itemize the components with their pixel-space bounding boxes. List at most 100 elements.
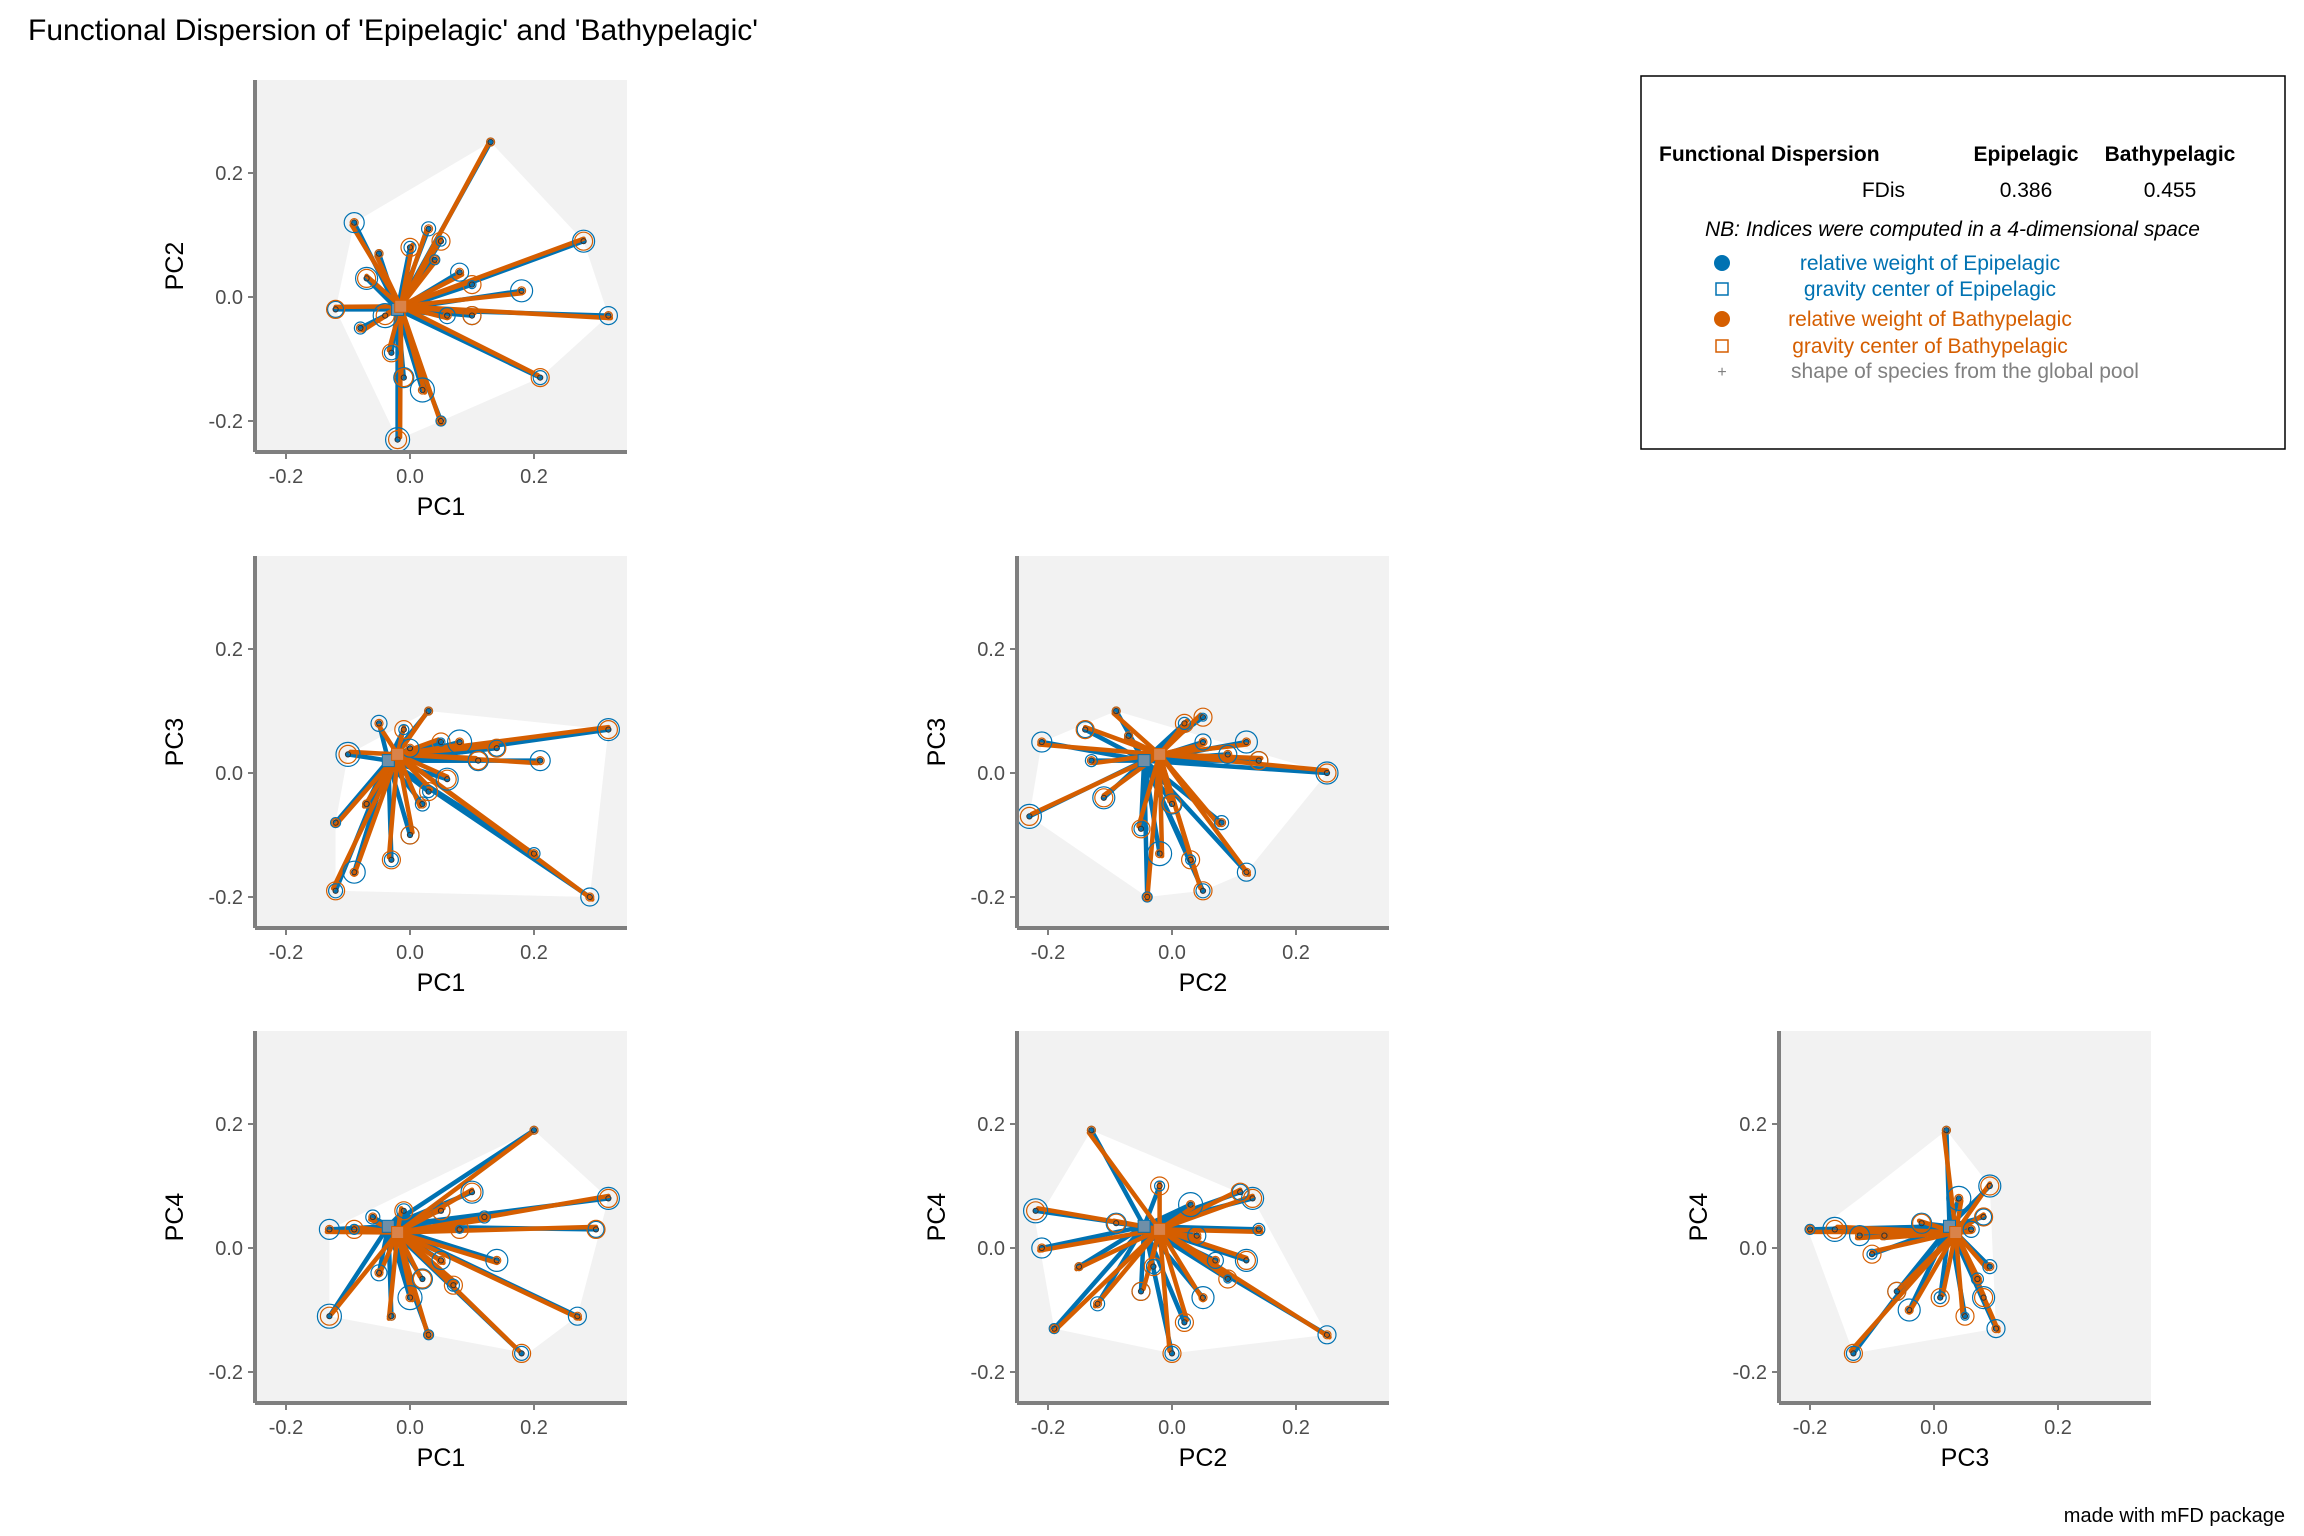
species-point (1237, 1189, 1244, 1196)
bathypelagic-weight-ring (431, 1201, 451, 1221)
epipelagic-link (1141, 1183, 1162, 1229)
epipelagic-weight-ring (1206, 1251, 1225, 1270)
epipelagic-weight-ring (355, 266, 379, 290)
epipelagic-weight-ring (1177, 1315, 1192, 1330)
bathypelagic-weight-ring (1991, 1323, 2001, 1334)
legend-item: gravity center of Epipelagic (1715, 278, 2056, 301)
legend-item: relative weight of Epipelagic (1714, 252, 2060, 275)
bathypelagic-weight-ring (1198, 737, 1208, 747)
species-point (326, 1313, 333, 1320)
species-point (1224, 1275, 1231, 1283)
epipelagic-weight-ring (436, 737, 446, 747)
epipelagic-weight-ring (1982, 1258, 1998, 1275)
epipelagic-weight-ring (411, 1268, 433, 1290)
epipelagic-weight-ring (455, 1224, 465, 1235)
species-point (1856, 1232, 1863, 1239)
species-point (1224, 751, 1231, 758)
epipelagic-weight-ring (435, 767, 459, 791)
bathypelagic-link (1157, 752, 1172, 804)
bathypelagic-weight-ring (417, 799, 427, 809)
bathypelagic-weight-ring (326, 881, 346, 901)
bathypelagic-gravity-center (394, 299, 408, 313)
species-point (1881, 1232, 1888, 1239)
species-point (1980, 1294, 1987, 1301)
bathypelagic-link (398, 260, 438, 309)
bathypelagic-link (398, 304, 404, 378)
bathypelagic-weight-ring (436, 416, 446, 426)
bathypelagic-weight-ring (1075, 719, 1095, 740)
bathypelagic-weight-ring (431, 231, 451, 251)
bathypelagic-weight-ring (1230, 1182, 1250, 1202)
species-point (375, 1269, 383, 1276)
legend-value-bathypelagic: 0.455 (2144, 179, 2197, 202)
epipelagic-weight-ring (1317, 1325, 1337, 1345)
species-point (1051, 1325, 1058, 1332)
species-point (1137, 1288, 1145, 1295)
epipelagic-weight-ring (1141, 891, 1153, 903)
epipelagic-weight-ring (1897, 1298, 1921, 1322)
bathypelagic-link (351, 752, 400, 877)
epipelagic-weight-ring (596, 717, 621, 742)
bathypelagic-weight-ring (412, 1269, 432, 1289)
y-tick-label: 0.0 (977, 1238, 1005, 1260)
bathypelagic-weight-ring (362, 799, 372, 809)
epipelagic-weight-ring (348, 1223, 360, 1236)
bathypelagic-weight-ring (331, 817, 341, 828)
species-point (1113, 707, 1120, 715)
bathypelagic-gravity-center (1949, 1226, 1963, 1239)
epipelagic-weight-ring (1195, 883, 1211, 899)
bathypelagic-weight-ring (1322, 1330, 1332, 1340)
epipelagic-weight-ring (335, 741, 361, 768)
species-point (1144, 893, 1151, 901)
species-point (1943, 1127, 1950, 1134)
bathypelagic-weight-ring (1985, 1261, 1995, 1272)
bathypelagic-link (348, 749, 400, 757)
panel-pc2-pc4: -0.2 -0.2 0.0 0.0 0.2 0.2 PC2 PC4 (923, 1031, 1389, 1472)
species-point (425, 1331, 432, 1338)
x-tick-label: 0.2 (520, 466, 548, 488)
bathypelagic-weight-ring (529, 848, 539, 859)
epipelagic-weight-ring (532, 370, 548, 386)
species-point (419, 1275, 426, 1283)
bathypelagic-weight-ring (1954, 1193, 1964, 1204)
bathypelagic-weight-ring (1142, 892, 1152, 902)
panel-pc1-pc4: -0.2 -0.2 0.0 0.0 0.2 0.2 PC1 PC4 (161, 1031, 627, 1472)
bathypelagic-link (1157, 1227, 1190, 1323)
epipelagic-weight-ring (422, 784, 436, 799)
bathypelagic-link (1953, 1181, 1993, 1235)
bathypelagic-weight-ring (1236, 1250, 1257, 1271)
epipelagic-weight-ring (1240, 1186, 1265, 1211)
species-point (481, 1213, 488, 1221)
bathypelagic-link (395, 752, 423, 809)
species-point (487, 138, 494, 146)
bathypelagic-weight-ring (1317, 763, 1337, 783)
x-axis-title: PC3 (1941, 1444, 1990, 1472)
species-point (1181, 720, 1188, 727)
species-point (357, 324, 364, 332)
bathypelagic-link (1037, 742, 1162, 757)
species-point (605, 1195, 612, 1202)
epipelagic-weight-ring (1194, 733, 1212, 751)
species-point (400, 374, 407, 381)
species-point (1243, 1257, 1250, 1264)
epipelagic-link (1906, 1224, 1952, 1313)
bathypelagic-link (395, 1230, 583, 1321)
bathypelagic-weight-ring (1025, 1201, 1046, 1221)
epipelagic-weight-ring (1218, 744, 1238, 765)
epipelagic-weight-ring (467, 280, 477, 290)
bathypelagic-link (333, 304, 403, 310)
y-axis-title: PC4 (923, 1193, 951, 1242)
bathypelagic-weight-ring (368, 1212, 378, 1222)
epipelagic-weight-ring (414, 796, 430, 812)
epipelagic-weight-ring (1234, 1248, 1259, 1273)
epipelagic-weight-ring (327, 300, 345, 318)
epipelagic-weight-ring (343, 212, 365, 234)
bathypelagic-weight-ring (405, 743, 415, 753)
legend-item-label: shape of species from the global pool (1791, 360, 2139, 383)
y-tick-label: -0.2 (209, 1362, 243, 1384)
bathypelagic-weight-ring (1094, 788, 1114, 808)
epipelagic-weight-ring (1986, 1318, 2006, 1339)
bathypelagic-weight-ring (598, 1188, 619, 1209)
bathypelagic-link (398, 304, 540, 378)
